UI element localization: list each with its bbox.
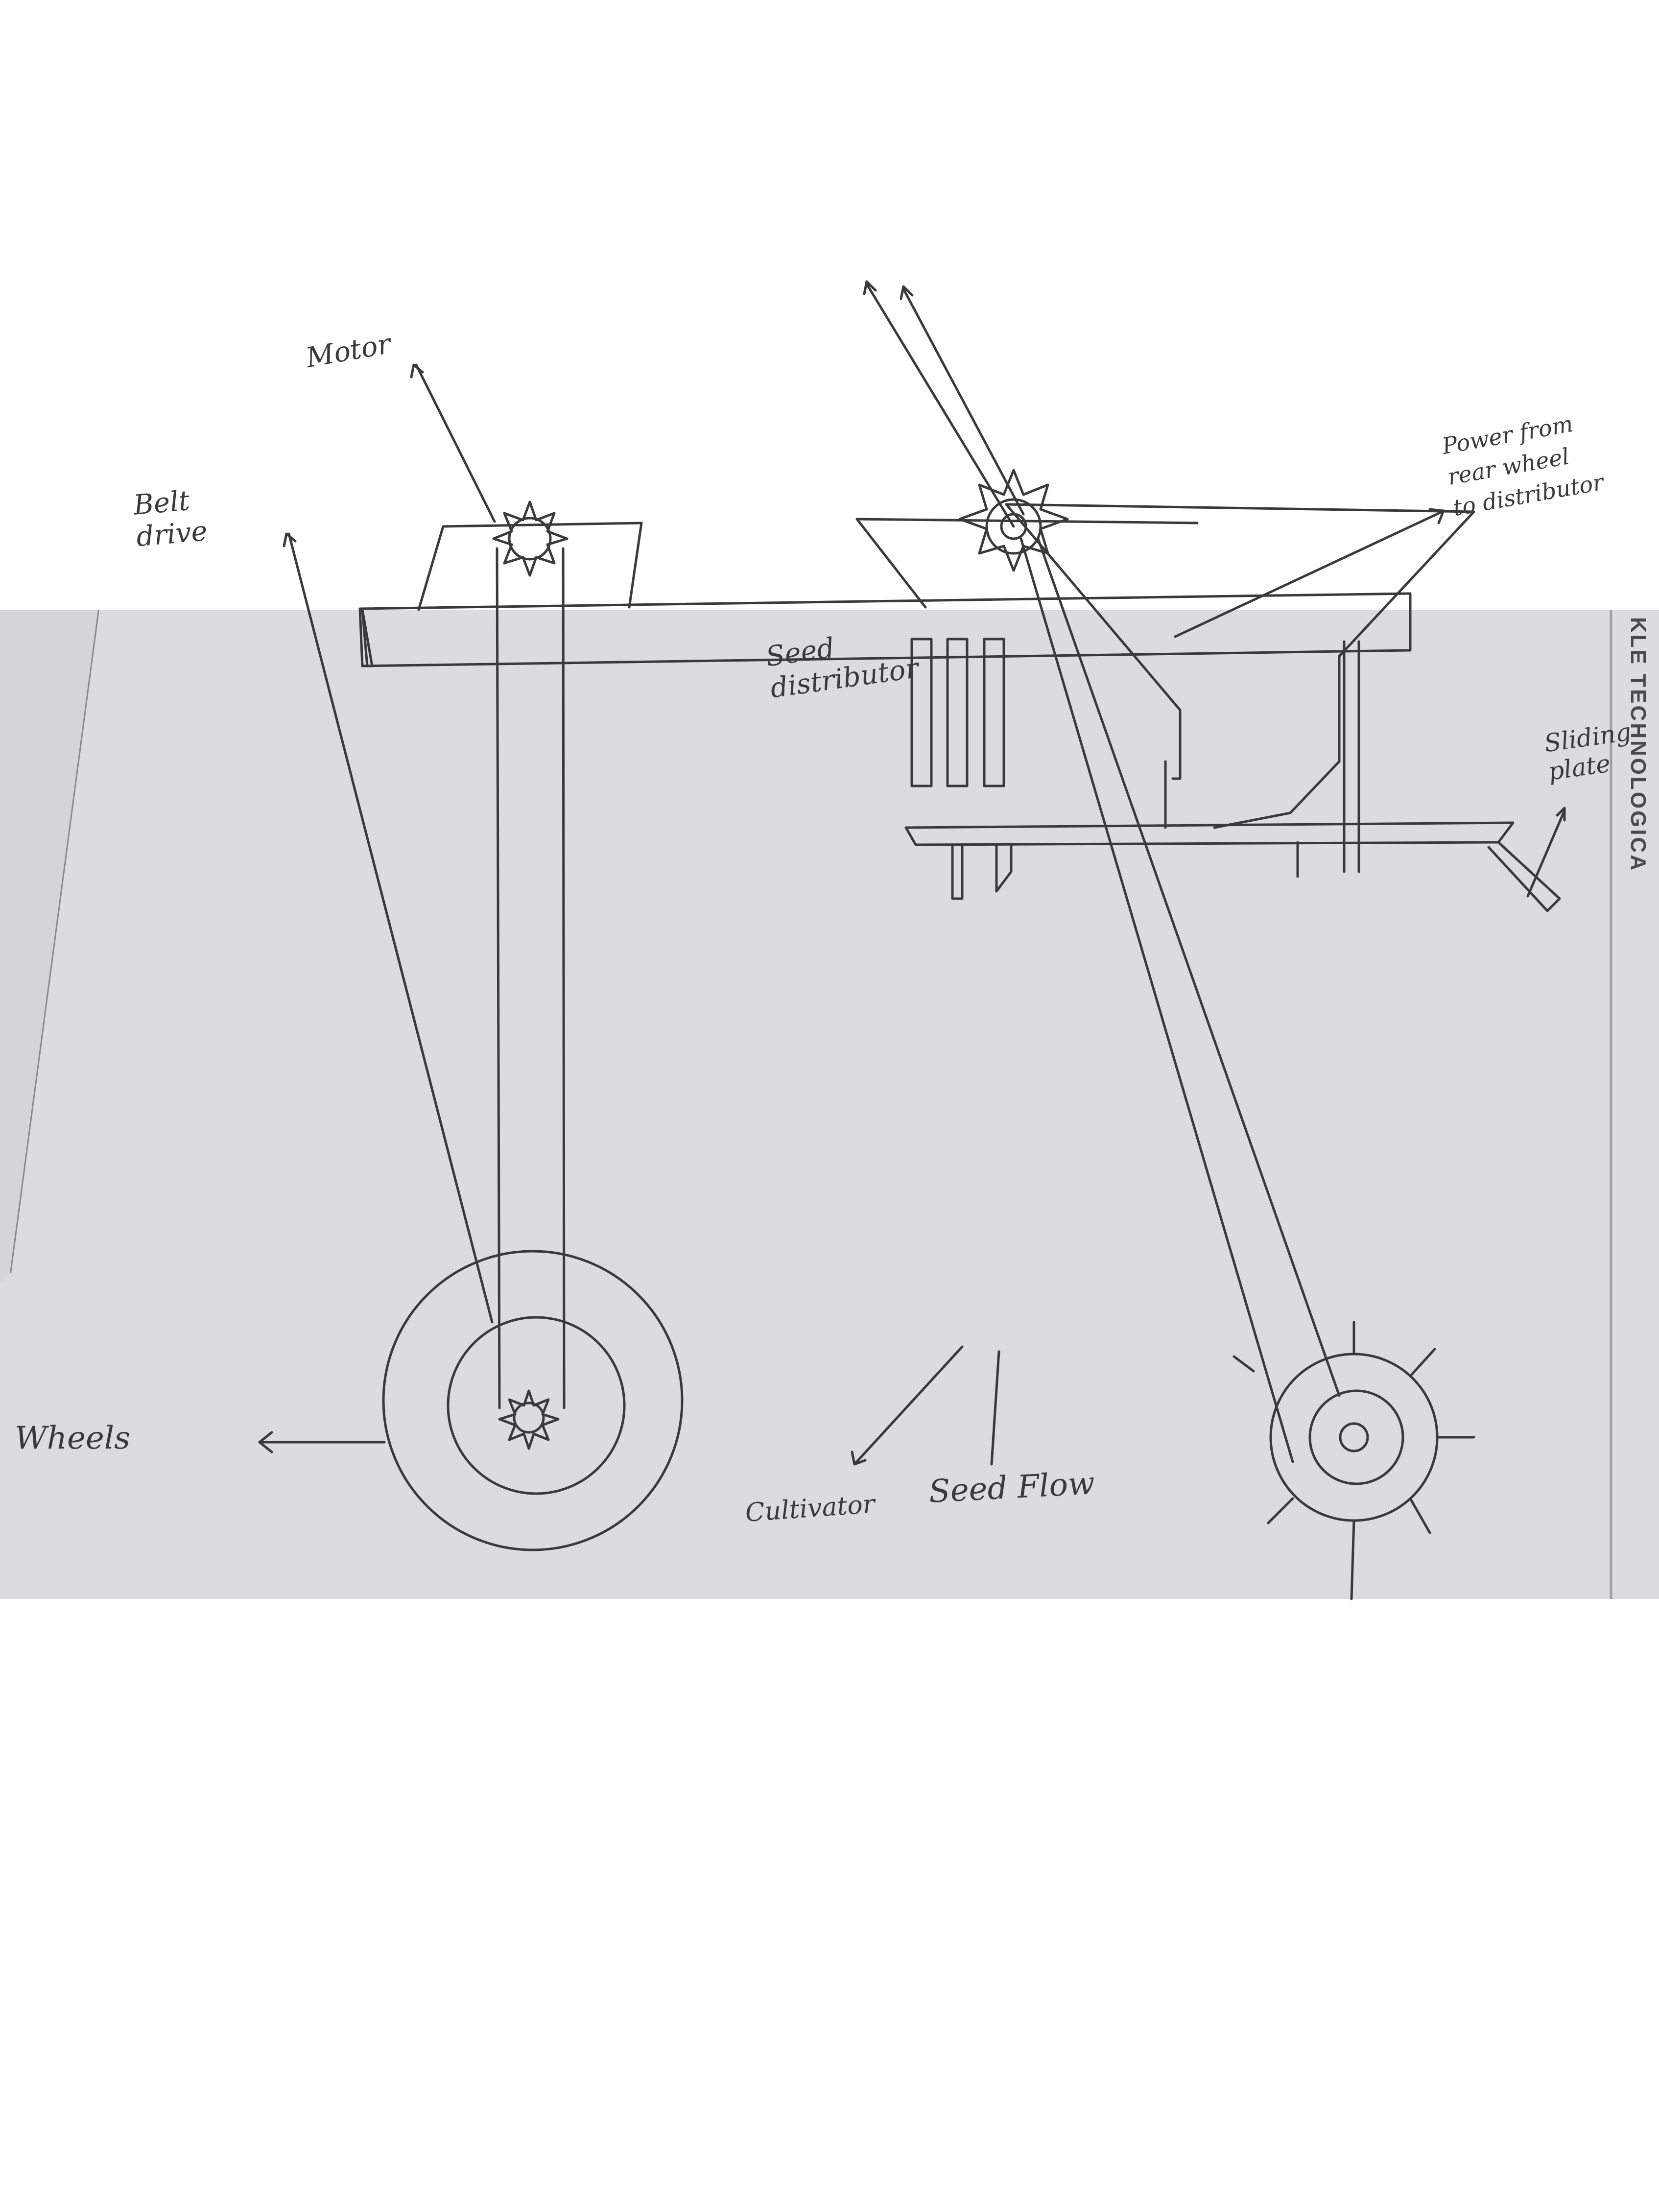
cultivators xyxy=(910,638,1013,900)
motor-housing xyxy=(417,522,643,611)
rear-wheel xyxy=(1232,1321,1475,1600)
label-drive-line2: drive xyxy=(135,515,209,553)
motor-gear xyxy=(492,500,569,577)
sliding-plate xyxy=(1487,841,1561,912)
hopper xyxy=(1005,503,1475,763)
label-wheels: Wheels xyxy=(15,1420,131,1456)
front-wheel xyxy=(382,1250,684,1551)
label-sliding-plate: Sliding plate xyxy=(1542,717,1637,786)
distributor-gear xyxy=(958,469,1069,572)
paper-sheet xyxy=(0,610,1659,1599)
kle-stamp: KLE TECHNOLOGICA xyxy=(1626,617,1650,873)
label-belt-drive: Belt drive xyxy=(132,483,209,553)
